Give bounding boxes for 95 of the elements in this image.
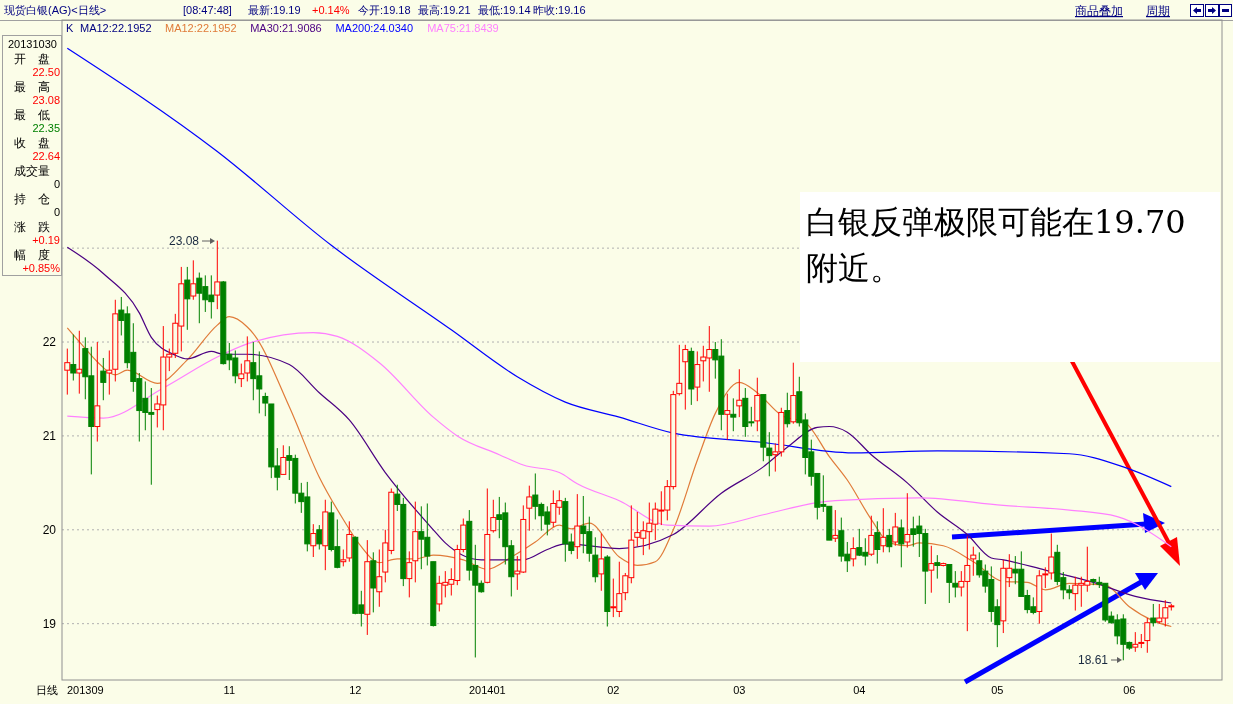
text: 昨收:19.16 bbox=[533, 4, 586, 16]
candlestick bbox=[346, 520, 353, 563]
candlestick bbox=[592, 536, 599, 583]
candlestick bbox=[76, 330, 83, 395]
text: 幅 度 bbox=[14, 248, 50, 262]
candlestick bbox=[934, 554, 941, 580]
candlestick bbox=[682, 344, 689, 411]
candlestick bbox=[280, 444, 287, 475]
x-tick-label: 04 bbox=[853, 684, 866, 696]
candlestick bbox=[1144, 617, 1151, 654]
annotation: 18.61 bbox=[1077, 653, 1109, 667]
candlestick bbox=[784, 392, 791, 428]
x-tick-label: 02 bbox=[607, 684, 620, 696]
candlestick bbox=[676, 344, 683, 397]
text: 涨 跌 bbox=[14, 220, 50, 234]
candlestick bbox=[694, 350, 701, 402]
chart-title: 现货白银(AG)<日线> bbox=[4, 4, 107, 16]
y-tick-label: 21 bbox=[42, 428, 57, 443]
text: 20131030 bbox=[8, 38, 57, 50]
candlestick bbox=[898, 518, 905, 568]
annotation: 23.08 bbox=[168, 234, 200, 248]
candlestick bbox=[310, 523, 317, 558]
candlestick bbox=[880, 507, 887, 553]
text: 收 盘 bbox=[14, 136, 50, 150]
candlestick bbox=[190, 259, 197, 301]
text: 22.64 bbox=[32, 150, 60, 162]
candlestick bbox=[724, 393, 731, 441]
candlestick bbox=[1132, 631, 1139, 653]
candlestick bbox=[70, 334, 77, 382]
candlestick bbox=[490, 499, 497, 534]
text: 成交量 bbox=[14, 164, 50, 178]
text: +0.85% bbox=[22, 262, 61, 274]
text: 商品叠加 bbox=[1075, 4, 1123, 18]
text: +0.19 bbox=[32, 234, 60, 246]
x-tick-label: 05 bbox=[991, 684, 1004, 696]
annotation: K bbox=[66, 22, 74, 34]
candlestick bbox=[928, 545, 935, 594]
text: 开 盘 bbox=[14, 52, 50, 66]
candlestick bbox=[1150, 603, 1157, 627]
candlestick bbox=[526, 485, 533, 532]
text: MA12:22.1952 bbox=[165, 22, 237, 34]
x-tick-label: 201309 bbox=[66, 684, 104, 696]
text: 今开:19.18 bbox=[358, 4, 411, 16]
text: 持 仓 bbox=[14, 192, 50, 206]
y-tick-label: 22 bbox=[42, 335, 57, 350]
text: 22.35 bbox=[32, 122, 60, 134]
text: 22.50 bbox=[32, 66, 60, 78]
candlestick bbox=[64, 348, 71, 396]
text: 最 低 bbox=[14, 108, 50, 122]
candlestick bbox=[406, 550, 413, 598]
candlestick bbox=[376, 549, 383, 608]
text: MA200:24.0340 bbox=[335, 22, 414, 34]
text: 0 bbox=[53, 178, 60, 190]
text: [08:47:48] bbox=[183, 4, 232, 16]
candlestick bbox=[946, 564, 953, 604]
text: MA30:21.9086 bbox=[250, 22, 322, 34]
candlestick bbox=[106, 349, 113, 396]
candlestick bbox=[832, 509, 839, 543]
candlestick bbox=[214, 240, 221, 310]
text: 最新:19.19 bbox=[248, 4, 301, 16]
text: 最低:19.14 bbox=[478, 4, 531, 16]
text: 23.08 bbox=[32, 94, 60, 106]
x-tick-label: 11 bbox=[223, 684, 236, 696]
candlestick bbox=[850, 536, 857, 567]
text: MA75:21.8439 bbox=[427, 22, 499, 34]
text: 周期 bbox=[1146, 4, 1170, 18]
text: +0.14% bbox=[312, 4, 350, 16]
candlestick bbox=[184, 266, 191, 331]
candlestick bbox=[868, 515, 875, 557]
x-tick-label: 06 bbox=[1123, 684, 1136, 696]
annotation: MA12:22.1952 bbox=[80, 22, 152, 34]
annotation: 白银反弹极限可能在19.70附近。 bbox=[806, 203, 1186, 287]
x-axis-title: 日线 bbox=[36, 684, 58, 696]
candlestick bbox=[574, 493, 581, 560]
y-tick-label: 19 bbox=[42, 616, 57, 631]
candlestick bbox=[892, 512, 899, 547]
x-tick-label: 03 bbox=[733, 684, 746, 696]
text: 最 高 bbox=[14, 80, 50, 94]
candlestick bbox=[952, 570, 959, 598]
candlestick bbox=[736, 368, 743, 418]
y-tick-label: 20 bbox=[42, 522, 57, 537]
candlestick bbox=[94, 341, 101, 443]
text: 最高:19.21 bbox=[418, 4, 471, 16]
candlestick bbox=[100, 357, 107, 401]
candlestick bbox=[886, 528, 893, 553]
candlestick bbox=[730, 397, 737, 432]
candlestick bbox=[316, 524, 323, 550]
x-tick-label: 201401 bbox=[468, 684, 506, 696]
candlestick bbox=[904, 492, 911, 549]
candlestick bbox=[874, 520, 881, 565]
candlestick bbox=[970, 546, 977, 577]
candlestick bbox=[598, 533, 605, 592]
text: 0 bbox=[53, 206, 60, 218]
line-series bbox=[66, 316, 1172, 628]
x-tick-label: 12 bbox=[349, 684, 362, 696]
